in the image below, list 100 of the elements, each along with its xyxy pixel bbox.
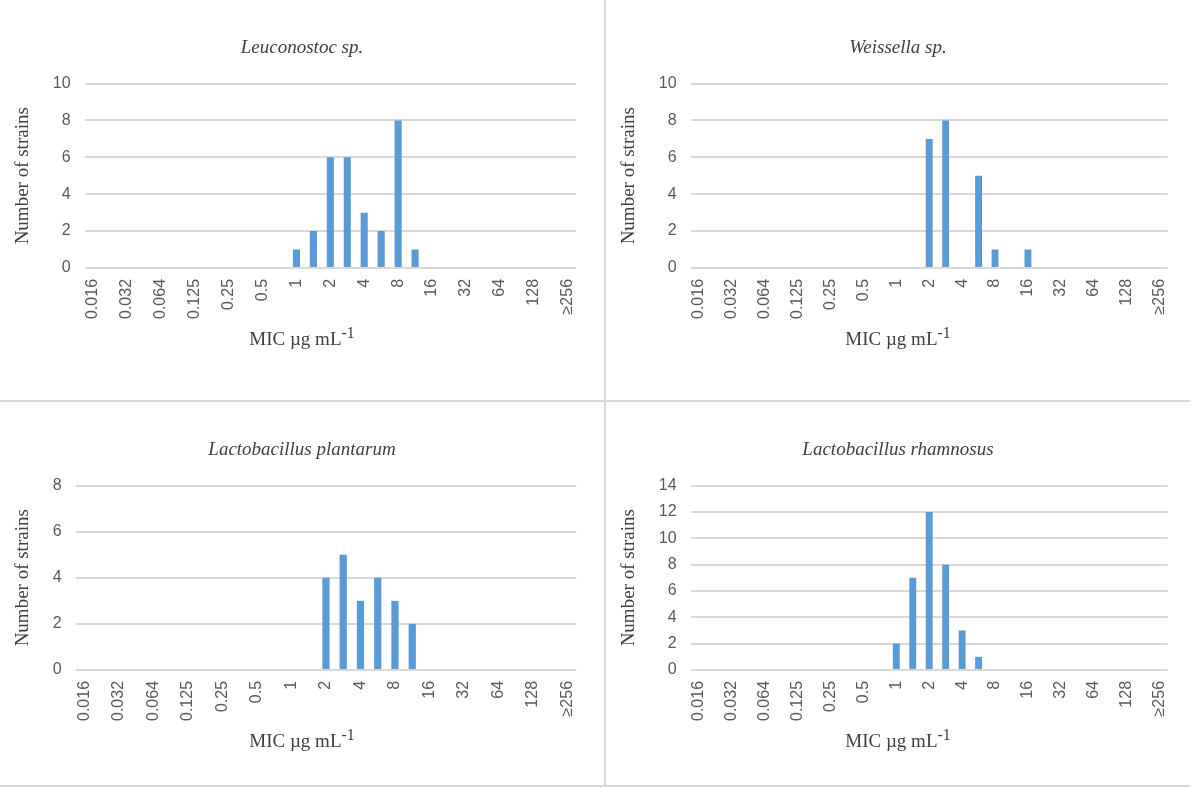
x-tick-label: 128 bbox=[524, 278, 542, 306]
x-tick-label: 4 bbox=[952, 680, 970, 690]
x-tick-label: 32 bbox=[1051, 278, 1069, 297]
y-tick-label: 10 bbox=[658, 74, 677, 92]
x-tick-label: ≥256 bbox=[1150, 680, 1167, 717]
y-tick-label: 6 bbox=[61, 147, 71, 165]
x-tick-label: 1 bbox=[286, 278, 304, 288]
y-tick-label: 8 bbox=[61, 110, 71, 128]
y-tick-label: 8 bbox=[667, 555, 677, 573]
x-tick-label: 4 bbox=[350, 680, 368, 690]
x-tick-label: 1 bbox=[886, 680, 904, 690]
bar bbox=[942, 564, 950, 669]
bar bbox=[374, 577, 382, 669]
x-tick-label: 0.032 bbox=[109, 680, 127, 722]
x-tick-label: 0.064 bbox=[143, 680, 161, 722]
x-tick-label: 0.5 bbox=[252, 278, 270, 302]
bar bbox=[408, 623, 416, 669]
bar bbox=[343, 157, 351, 267]
chart-title: Weissella sp. bbox=[848, 36, 948, 59]
x-tick-label: 32 bbox=[456, 278, 474, 297]
x-tick-label: 4 bbox=[952, 278, 970, 288]
x-tick-label: 128 bbox=[1117, 680, 1135, 708]
x-tick-label: 0.5 bbox=[247, 680, 265, 704]
y-tick-label: 0 bbox=[667, 660, 677, 678]
y-tick-label: 12 bbox=[658, 502, 677, 520]
x-tick-label: 32 bbox=[1051, 680, 1069, 699]
y-tick-label: 6 bbox=[667, 147, 677, 165]
x-tick-label: 0.032 bbox=[117, 278, 135, 320]
chart-title: Lactobacillus rhamnosus bbox=[801, 438, 995, 461]
x-tick-label: 0.016 bbox=[689, 278, 707, 320]
y-tick-label: 8 bbox=[52, 476, 62, 494]
x-tick-label: 8 bbox=[388, 278, 406, 288]
x-tick-label: 0.032 bbox=[722, 278, 740, 320]
x-tick-label: 0.5 bbox=[853, 278, 871, 302]
x-tick-label: 0.125 bbox=[185, 278, 203, 320]
bar bbox=[925, 511, 933, 669]
bar bbox=[1024, 249, 1032, 267]
x-tick-label: 0.064 bbox=[755, 680, 773, 722]
x-tick-label: 0.016 bbox=[83, 278, 101, 320]
y-tick-label: 6 bbox=[667, 581, 677, 599]
y-axis-title: Number of strains bbox=[11, 107, 33, 245]
x-tick-label: 128 bbox=[1117, 278, 1135, 306]
x-axis-title: MIC µg mL$^{-1}$ bbox=[844, 726, 952, 753]
y-tick-label: 2 bbox=[61, 221, 71, 239]
x-tick-label: 0.064 bbox=[755, 278, 773, 320]
x-tick-label: 2 bbox=[919, 680, 937, 690]
x-tick-label: 0.25 bbox=[820, 278, 838, 311]
x-tick-label: ≥256 bbox=[558, 680, 575, 717]
x-tick-label: 16 bbox=[422, 278, 440, 297]
x-tick-label: 0.016 bbox=[689, 680, 707, 722]
x-tick-label: 64 bbox=[1084, 278, 1102, 297]
bar bbox=[309, 231, 317, 267]
bar bbox=[925, 138, 933, 267]
x-tick-label: 16 bbox=[1018, 680, 1036, 699]
x-tick-label: 0.125 bbox=[178, 680, 196, 722]
y-tick-label: 0 bbox=[61, 258, 71, 276]
x-tick-label: 64 bbox=[488, 680, 506, 699]
x-tick-label: 0.25 bbox=[212, 680, 230, 713]
x-tick-label: 0.5 bbox=[853, 680, 871, 704]
bar bbox=[322, 577, 330, 669]
y-tick-label: 4 bbox=[667, 184, 677, 202]
y-tick-label: 2 bbox=[667, 634, 677, 652]
x-tick-label: 0.25 bbox=[219, 278, 237, 311]
x-tick-label: 8 bbox=[985, 278, 1003, 288]
bar bbox=[360, 212, 368, 267]
x-tick-label: 8 bbox=[385, 680, 403, 690]
bar bbox=[892, 643, 900, 669]
x-tick-label: 128 bbox=[523, 680, 541, 708]
bar bbox=[391, 600, 399, 669]
bar bbox=[975, 656, 983, 669]
bar bbox=[909, 577, 917, 669]
bar bbox=[339, 554, 347, 669]
bar bbox=[942, 120, 950, 267]
x-tick-label: 0.125 bbox=[787, 680, 805, 722]
y-axis-title: Number of strains bbox=[11, 509, 33, 647]
x-tick-label: ≥256 bbox=[558, 278, 575, 315]
x-tick-label: 32 bbox=[454, 680, 472, 699]
x-tick-label: 4 bbox=[354, 278, 372, 288]
x-tick-label: 0.125 bbox=[787, 278, 805, 320]
y-tick-label: 10 bbox=[658, 528, 677, 546]
bar bbox=[356, 600, 365, 669]
x-tick-label: 16 bbox=[419, 680, 437, 699]
y-tick-label: 4 bbox=[52, 568, 62, 586]
x-tick-label: 1 bbox=[281, 680, 299, 690]
chart-title: Leuconostoc sp. bbox=[239, 36, 365, 59]
x-axis-title: MIC µg mL$^{-1}$ bbox=[844, 324, 952, 351]
x-tick-label: 2 bbox=[320, 278, 338, 288]
x-tick-label: 0.016 bbox=[74, 680, 92, 722]
bar bbox=[958, 630, 966, 669]
x-tick-label: 0.064 bbox=[151, 278, 169, 320]
x-tick-label: 64 bbox=[1084, 680, 1102, 699]
y-tick-label: 4 bbox=[61, 184, 71, 202]
x-tick-label: 1 bbox=[886, 278, 904, 288]
x-tick-label: 8 bbox=[985, 680, 1003, 690]
y-tick-label: 14 bbox=[658, 476, 677, 494]
y-axis-title: Number of strains bbox=[617, 509, 639, 647]
chart-title: Lactobacillus plantarum bbox=[207, 438, 397, 461]
x-tick-label: 2 bbox=[919, 278, 937, 288]
bar bbox=[292, 249, 300, 267]
bar bbox=[377, 231, 385, 267]
